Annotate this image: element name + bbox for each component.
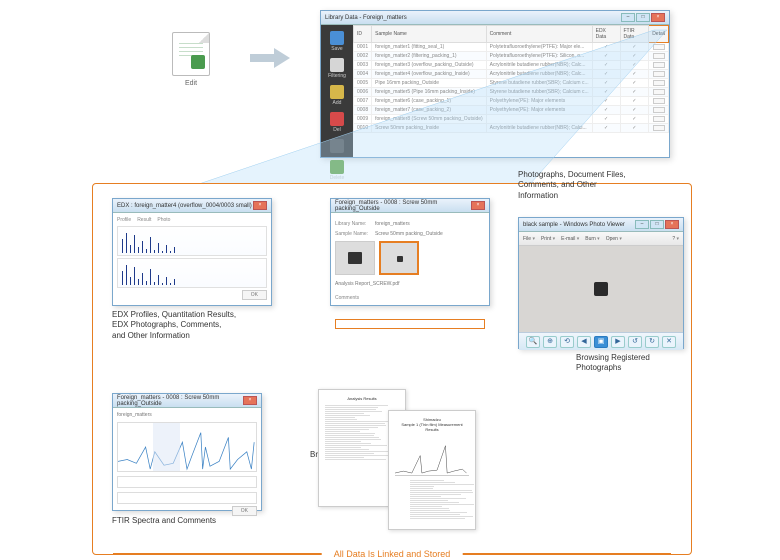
- column-sample-name[interactable]: Sample Name: [372, 26, 487, 43]
- viewer-control-8[interactable]: ✕: [662, 336, 676, 348]
- menu-open[interactable]: Open: [606, 236, 622, 242]
- viewer-control-7[interactable]: ↻: [645, 336, 659, 348]
- ftir-textbox-1[interactable]: [117, 476, 257, 488]
- table-row[interactable]: 0002foreign_matter2 (filtering_packing_1…: [354, 52, 669, 61]
- viewer-control-3[interactable]: ◀: [577, 336, 591, 348]
- window-titlebar[interactable]: Library Data - Foreign_matters – □ ×: [321, 11, 669, 25]
- ftir-plot: [117, 422, 257, 472]
- ok-button[interactable]: OK: [242, 290, 267, 300]
- edit-icon-group: Edit: [172, 32, 210, 87]
- table-row[interactable]: 0010Screw 50mm packing_InsideAcrylonitri…: [354, 124, 669, 133]
- viewer-title: black sample - Windows Photo Viewer: [523, 222, 625, 228]
- ftir-textbox-2[interactable]: [117, 492, 257, 504]
- close-button[interactable]: ×: [665, 220, 679, 229]
- detail-title: Foreign_matters - 0008 : Screw 50mm pack…: [335, 200, 471, 212]
- edit-label: Edit: [172, 80, 210, 87]
- close-button[interactable]: ×: [253, 201, 267, 210]
- table-row[interactable]: 0008foreign_matter7 (case_packing_2)Poly…: [354, 106, 669, 115]
- edx-tabs: Profile Result Photo: [117, 217, 267, 223]
- edx-plot-1: [117, 226, 267, 256]
- footer-label: All Data Is Linked and Stored: [322, 549, 463, 559]
- table-row[interactable]: 0005Pipe 16mm packing_OutsideStyrene but…: [354, 79, 669, 88]
- comment-box[interactable]: [335, 319, 485, 329]
- viewer-titlebar[interactable]: black sample - Windows Photo Viewer – □ …: [519, 218, 683, 232]
- viewer-control-0[interactable]: 🔍: [526, 336, 540, 348]
- sidebar-item-add[interactable]: Add: [325, 83, 349, 108]
- ftir-title: Foreign_matters - 0008 : Screw 50mm pack…: [117, 395, 243, 407]
- close-button[interactable]: ×: [651, 13, 665, 22]
- edx-panel: EDX : foreign_matter4 (overflow_0004/000…: [112, 198, 272, 306]
- table-row[interactable]: 0003foreign_matter3 (overflow_packing_Ou…: [354, 61, 669, 70]
- column-id[interactable]: ID: [354, 26, 372, 43]
- column-ftir-data[interactable]: FTIR Data: [620, 26, 649, 43]
- library-sidebar: SaveFilteringAddDelDelete: [321, 25, 353, 157]
- photo-thumb-1[interactable]: [335, 241, 375, 275]
- tab-photo[interactable]: Photo: [157, 217, 170, 223]
- doc2-chart: [395, 436, 469, 476]
- sidebar-item-blank[interactable]: [325, 137, 349, 156]
- caption-photos: Photographs, Document Files, Comments, a…: [518, 170, 626, 201]
- sidebar-item-filtering[interactable]: Filtering: [325, 56, 349, 81]
- minimize-button[interactable]: –: [621, 13, 635, 22]
- photo-thumb-2-selected[interactable]: [379, 241, 419, 275]
- column-edx-data[interactable]: EDX Data: [592, 26, 620, 43]
- document-edit-icon: [172, 32, 210, 76]
- column-detail[interactable]: Detail: [649, 26, 669, 43]
- close-button[interactable]: ×: [243, 396, 257, 405]
- viewer-control-1[interactable]: ⊕: [543, 336, 557, 348]
- viewer-image: [519, 246, 683, 332]
- table-row[interactable]: 0004foreign_matter4 (overflow_packing_In…: [354, 70, 669, 79]
- tab-result[interactable]: Result: [137, 217, 151, 223]
- viewer-controls: 🔍⊕⟲◀▣▶↺↻✕: [519, 332, 683, 350]
- table-row[interactable]: 0009foreign_matter8 (Screw 50mm packing_…: [354, 115, 669, 124]
- table-row[interactable]: 0001foreign_matter1 (fitting_seal_1)Poly…: [354, 43, 669, 52]
- library-table: IDSample NameCommentEDX DataFTIR DataDet…: [353, 25, 669, 157]
- menu-e-mail[interactable]: E-mail: [561, 236, 579, 242]
- viewer-control-6[interactable]: ↺: [628, 336, 642, 348]
- viewer-control-4[interactable]: ▣: [594, 336, 608, 348]
- edx-plot-2: [117, 258, 267, 288]
- library-data-window: Library Data - Foreign_matters – □ × Sav…: [320, 10, 670, 158]
- table-row[interactable]: 0007foreign_matter6 (case_packing_1)Poly…: [354, 97, 669, 106]
- edx-titlebar[interactable]: EDX : foreign_matter4 (overflow_0004/000…: [113, 199, 271, 213]
- edx-title: EDX : foreign_matter4 (overflow_0004/000…: [117, 203, 252, 209]
- ftir-titlebar[interactable]: Foreign_matters - 0008 : Screw 50mm pack…: [113, 394, 261, 408]
- sidebar-item-del[interactable]: Del: [325, 110, 349, 135]
- minimize-button[interactable]: –: [635, 220, 649, 229]
- tab-profile[interactable]: Profile: [117, 217, 131, 223]
- viewer-toolbar: File Print E-mail Burn Open?: [519, 232, 683, 246]
- ftir-panel: Foreign_matters - 0008 : Screw 50mm pack…: [112, 393, 262, 511]
- table-row[interactable]: 0006foreign_matter5 (Pipe 16mm packing_I…: [354, 88, 669, 97]
- window-title: Library Data - Foreign_matters: [325, 15, 407, 21]
- menu-file[interactable]: File: [523, 236, 535, 242]
- help-icon[interactable]: ?: [672, 236, 679, 242]
- ok-button[interactable]: OK: [232, 506, 257, 516]
- document-page-2: Shimadzu Sample 1 (Thin film) Measuremen…: [388, 410, 476, 530]
- caption-browsing-photos: Browsing Registered Photographs: [576, 353, 650, 374]
- menu-burn[interactable]: Burn: [585, 236, 599, 242]
- photo-detail-panel: Foreign_matters - 0008 : Screw 50mm pack…: [330, 198, 490, 306]
- menu-print[interactable]: Print: [541, 236, 555, 242]
- column-comment[interactable]: Comment: [486, 26, 592, 43]
- arrow-icon: [250, 48, 290, 68]
- sidebar-item-save[interactable]: Save: [325, 29, 349, 54]
- maximize-button[interactable]: □: [650, 220, 664, 229]
- photo-viewer-window: black sample - Windows Photo Viewer – □ …: [518, 217, 684, 349]
- maximize-button[interactable]: □: [636, 13, 650, 22]
- detail-titlebar[interactable]: Foreign_matters - 0008 : Screw 50mm pack…: [331, 199, 489, 213]
- sidebar-item-delete[interactable]: Delete: [325, 158, 349, 183]
- caption-edx: EDX Profiles, Quantitation Results, EDX …: [112, 310, 236, 341]
- viewer-control-2[interactable]: ⟲: [560, 336, 574, 348]
- close-button[interactable]: ×: [471, 201, 485, 210]
- viewer-control-5[interactable]: ▶: [611, 336, 625, 348]
